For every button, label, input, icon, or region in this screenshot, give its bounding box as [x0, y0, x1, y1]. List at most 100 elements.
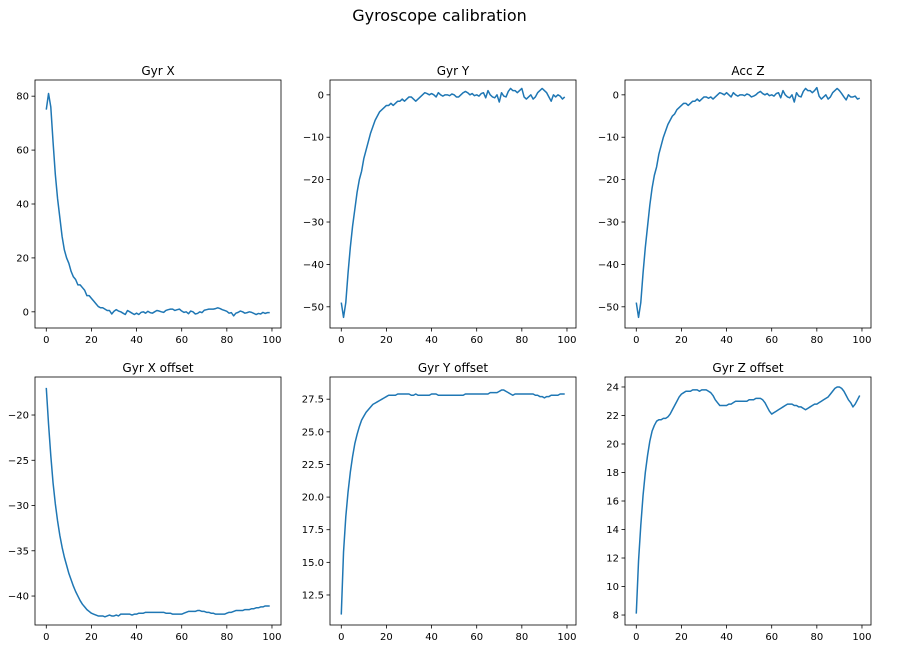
x-tick-label: 20: [380, 335, 393, 346]
subplot-title: Gyr Y offset: [418, 361, 489, 375]
x-tick-label: 40: [720, 632, 733, 643]
y-tick-label: 25.0: [302, 427, 324, 438]
subplot-title: Gyr X: [141, 64, 174, 78]
x-tick-label: 20: [85, 632, 98, 643]
axes-frame: [624, 376, 872, 626]
data-series-line: [635, 386, 861, 614]
y-tick-label: 0: [23, 307, 29, 318]
x-tick-label: 80: [810, 335, 823, 346]
y-tick-label: 17.5: [302, 525, 324, 536]
subplot-title: Gyr Y: [437, 64, 470, 78]
x-tick-label: 100: [557, 632, 576, 643]
axes-frame: [34, 79, 282, 329]
y-tick-label: −30: [598, 218, 619, 229]
y-tick-label: −20: [8, 411, 29, 422]
y-tick-label: 10: [606, 582, 619, 593]
y-tick-label: 80: [16, 92, 29, 103]
y-tick-label: 8: [613, 611, 619, 622]
y-tick-label: 20: [606, 439, 619, 450]
figure-title: Gyroscope calibration: [352, 6, 527, 25]
x-tick-label: 0: [338, 335, 344, 346]
x-tick-label: 20: [675, 335, 688, 346]
axes-frame: [329, 79, 577, 329]
y-tick-label: 12.5: [302, 590, 324, 601]
y-tick-label: −40: [598, 260, 619, 271]
x-tick-label: 0: [338, 632, 344, 643]
y-tick-label: 24: [606, 382, 619, 393]
x-tick-label: 60: [470, 335, 483, 346]
y-tick-label: 12: [606, 554, 619, 565]
x-tick-label: 100: [852, 632, 871, 643]
y-tick-label: 18: [606, 468, 619, 479]
x-tick-label: 60: [765, 335, 778, 346]
x-tick-label: 0: [43, 632, 49, 643]
x-tick-label: 80: [515, 632, 528, 643]
subplot-6: Gyr Z offset 0 20 40 60 80 100 8 10 12 14 16 18 20 22 2…: [606, 361, 871, 643]
x-tick-label: 40: [425, 335, 438, 346]
y-tick-label: −50: [598, 302, 619, 313]
x-tick-label: 100: [852, 335, 871, 346]
y-tick-label: −25: [8, 456, 29, 467]
y-tick-label: 22: [606, 411, 619, 422]
data-series-line: [340, 389, 565, 615]
x-tick-label: 20: [85, 335, 98, 346]
x-tick-label: 100: [262, 335, 281, 346]
x-tick-label: 40: [130, 632, 143, 643]
subplot-3: Acc Z 0 20 40 60 80 100 0 −10 −20 −30 −40 −50: [598, 64, 872, 346]
x-tick-label: 80: [220, 632, 233, 643]
subplot-title: Gyr Z offset: [712, 361, 783, 375]
y-tick-label: −35: [8, 546, 29, 557]
y-tick-label: 15.0: [302, 558, 324, 569]
x-tick-label: 60: [175, 335, 188, 346]
y-tick-label: 16: [606, 497, 619, 508]
x-tick-label: 100: [262, 632, 281, 643]
x-tick-label: 100: [557, 335, 576, 346]
y-tick-label: 22.5: [302, 460, 324, 471]
y-tick-label: −50: [303, 302, 324, 313]
data-series-line: [45, 387, 270, 618]
y-tick-label: 40: [16, 200, 29, 211]
x-tick-label: 80: [810, 632, 823, 643]
y-tick-label: −20: [598, 175, 619, 186]
y-tick-label: −30: [303, 218, 324, 229]
x-tick-label: 60: [175, 632, 188, 643]
subplot-5: Gyr Y offset 0 20 40 60 80 100 12.5 15.0 17.5 20.0…: [302, 361, 577, 643]
y-tick-label: −30: [8, 501, 29, 512]
y-tick-label: 60: [16, 146, 29, 157]
x-tick-label: 40: [130, 335, 143, 346]
subplot-4: Gyr X offset 0 20 40 60 80 100 −20 −25 −30 −35 −40: [8, 361, 282, 643]
y-tick-label: 14: [606, 525, 619, 536]
y-tick-label: −40: [8, 592, 29, 603]
y-tick-label: −40: [303, 260, 324, 271]
y-tick-label: 20.0: [302, 493, 324, 504]
x-tick-label: 40: [425, 632, 438, 643]
subplot-2: Gyr Y 0 20 40 60 80 100 0 −10 −20 −30 −40 −50: [303, 64, 577, 346]
y-tick-label: 0: [613, 90, 619, 101]
subplot-1: Gyr X 0 20 40 60 80 100 0 20 40 60 80: [16, 64, 281, 346]
data-series-line: [340, 87, 566, 319]
data-series-line: [635, 86, 860, 319]
y-tick-label: −10: [303, 133, 324, 144]
subplot-title: Gyr X offset: [122, 361, 193, 375]
y-tick-label: 27.5: [302, 395, 324, 406]
x-tick-label: 20: [380, 632, 393, 643]
x-tick-label: 40: [720, 335, 733, 346]
x-tick-label: 0: [633, 335, 639, 346]
x-tick-label: 60: [765, 632, 778, 643]
x-tick-label: 0: [43, 335, 49, 346]
y-tick-label: 20: [16, 253, 29, 264]
x-tick-label: 20: [675, 632, 688, 643]
x-tick-label: 0: [633, 632, 639, 643]
subplot-title: Acc Z: [731, 64, 764, 78]
x-tick-label: 80: [515, 335, 528, 346]
axes-frame: [624, 79, 872, 329]
y-tick-label: −20: [303, 175, 324, 186]
y-tick-label: 0: [318, 90, 324, 101]
x-tick-label: 60: [470, 632, 483, 643]
axes-frame: [329, 376, 577, 626]
y-tick-label: −10: [598, 133, 619, 144]
x-tick-label: 80: [220, 335, 233, 346]
axes-frame: [34, 376, 282, 626]
